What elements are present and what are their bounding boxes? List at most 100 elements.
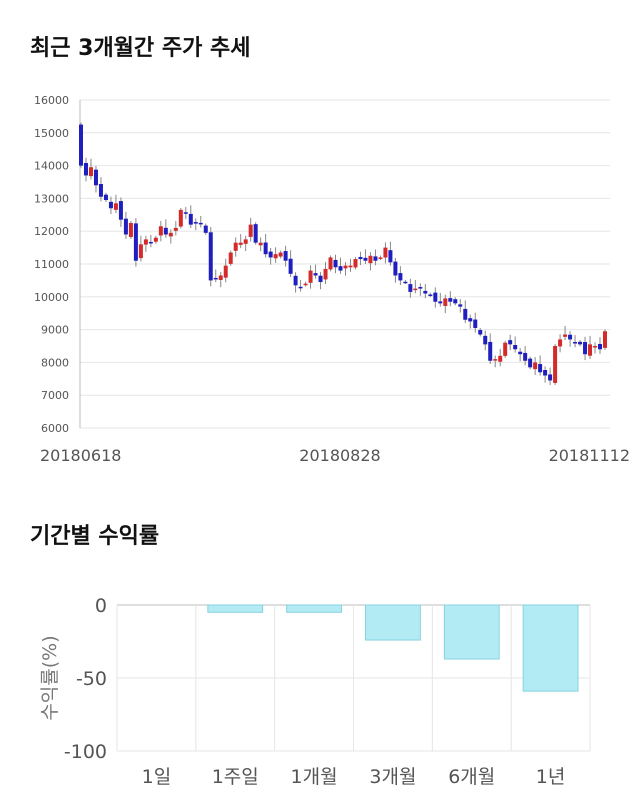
candle-body bbox=[113, 203, 118, 210]
candle-body bbox=[508, 340, 513, 345]
candle-body bbox=[498, 355, 503, 362]
candle-body bbox=[288, 258, 293, 274]
candle-body bbox=[258, 242, 263, 246]
price-trend-title: 최근 3개월간 주가 추세 bbox=[30, 36, 251, 61]
candle-body bbox=[433, 292, 438, 302]
candle-body bbox=[453, 299, 458, 304]
y-tick-label: 9000 bbox=[41, 324, 69, 337]
candle-body bbox=[353, 259, 358, 268]
candle-body bbox=[133, 223, 138, 261]
candle-body bbox=[488, 341, 493, 361]
candle-body bbox=[228, 252, 233, 264]
candle-body bbox=[128, 223, 133, 238]
candle-body bbox=[118, 201, 123, 220]
candle-body bbox=[493, 359, 498, 361]
candle-body bbox=[388, 250, 393, 263]
candle-body bbox=[223, 265, 228, 278]
candle-body bbox=[468, 318, 473, 322]
return-bar bbox=[286, 604, 342, 613]
candle-body bbox=[138, 244, 143, 259]
candle-body bbox=[533, 362, 538, 370]
y-tick-label: 0 bbox=[95, 595, 107, 617]
y-tick-label: 11000 bbox=[34, 258, 69, 271]
category-label: 1일 bbox=[142, 766, 172, 788]
candle-body bbox=[203, 225, 208, 233]
category-label: 1년 bbox=[536, 766, 566, 788]
category-label: 1개월 bbox=[291, 766, 338, 788]
candle-body bbox=[473, 319, 478, 328]
candle-body bbox=[578, 341, 583, 345]
candle-body bbox=[358, 256, 363, 260]
candle-body bbox=[563, 334, 568, 337]
candle-body bbox=[343, 265, 348, 269]
candlestick-chart: 16000 15000 14000 13000 12000 11000 10000 9000 8… bbox=[34, 94, 630, 465]
candle-body bbox=[573, 341, 578, 344]
candle-body bbox=[98, 183, 103, 197]
candle-body bbox=[523, 352, 528, 361]
candle-body bbox=[243, 239, 248, 244]
y-axis-label: 수익률(%) bbox=[39, 635, 61, 720]
x-tick-label: 20180618 bbox=[40, 446, 121, 465]
candle-body bbox=[518, 351, 523, 355]
candle-body bbox=[238, 242, 243, 245]
candle-body bbox=[333, 259, 338, 268]
candle-body bbox=[373, 256, 378, 261]
candle-body bbox=[163, 227, 168, 235]
candle-body bbox=[463, 308, 468, 320]
return-bar bbox=[365, 604, 421, 641]
candle-body bbox=[83, 162, 88, 176]
candle-body bbox=[178, 209, 183, 227]
candle-body bbox=[213, 277, 218, 280]
candle-body bbox=[103, 194, 108, 201]
return-bar bbox=[207, 604, 264, 613]
candle-body bbox=[93, 169, 98, 186]
candle-body bbox=[88, 167, 93, 177]
candle-body bbox=[318, 275, 323, 283]
returns-title: 기간별 수익률 bbox=[30, 524, 160, 549]
y-tick-label: 6000 bbox=[41, 422, 69, 435]
x-tick-label: 20181112 bbox=[549, 446, 630, 465]
candle-body bbox=[323, 268, 328, 280]
candle-body bbox=[233, 242, 238, 251]
candle-body bbox=[428, 294, 433, 296]
candle-body bbox=[413, 288, 418, 291]
candle-body bbox=[218, 275, 223, 280]
candle-body bbox=[403, 281, 408, 284]
candle-body bbox=[513, 344, 518, 350]
candle-body bbox=[168, 232, 173, 237]
candle-body bbox=[458, 304, 463, 307]
candle-body bbox=[543, 370, 548, 376]
candle-body bbox=[553, 346, 558, 383]
candle-body bbox=[448, 298, 453, 302]
candle-body bbox=[298, 286, 303, 289]
y-tick-label: 16000 bbox=[34, 94, 69, 107]
candle-body bbox=[393, 261, 398, 276]
candle-body bbox=[248, 224, 253, 237]
candle-body bbox=[348, 265, 353, 268]
y-tick-label: 13000 bbox=[34, 192, 69, 205]
candle-body bbox=[158, 226, 163, 236]
candle-body bbox=[273, 254, 278, 259]
category-label: 6개월 bbox=[448, 766, 495, 788]
candle-body bbox=[313, 273, 318, 276]
candle-body bbox=[378, 257, 383, 259]
candle-body bbox=[328, 257, 333, 270]
candle-body bbox=[278, 252, 283, 257]
candle-body bbox=[153, 237, 158, 242]
candle-body bbox=[293, 275, 298, 286]
candle-body bbox=[173, 227, 178, 231]
candle-body bbox=[188, 213, 193, 225]
candle-body bbox=[193, 222, 198, 224]
candle-body bbox=[123, 218, 128, 235]
candle-body bbox=[398, 273, 403, 281]
candle-body bbox=[418, 287, 423, 289]
candle-body bbox=[148, 241, 153, 244]
return-bar bbox=[443, 604, 500, 660]
y-tick-label: -50 bbox=[76, 668, 107, 690]
y-tick-label: -100 bbox=[64, 741, 107, 763]
candle-body bbox=[408, 284, 413, 292]
candle-body bbox=[338, 266, 343, 271]
y-tick-label: 15000 bbox=[34, 127, 69, 140]
candle-body bbox=[208, 232, 213, 281]
